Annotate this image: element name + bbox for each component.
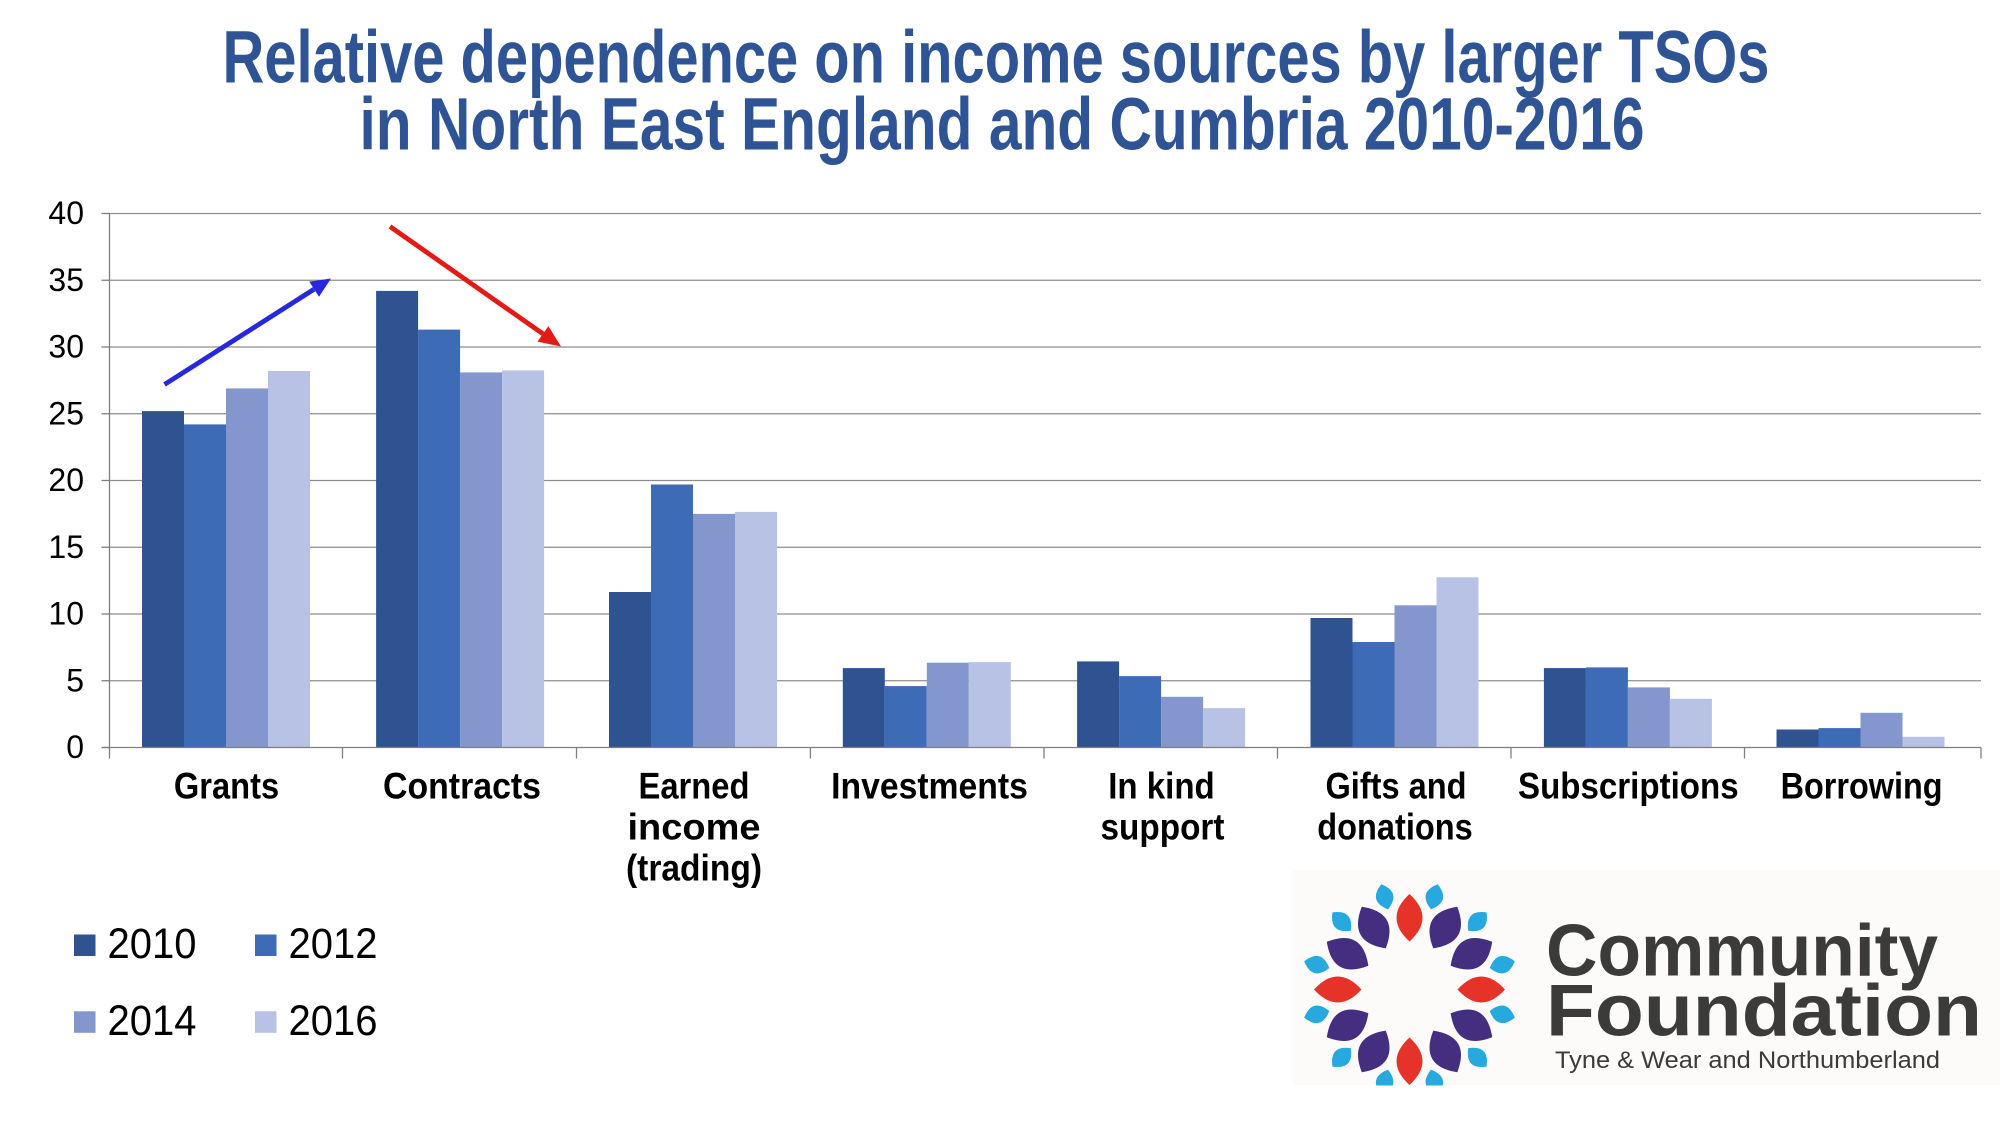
svg-text:donations: donations <box>1317 806 1472 847</box>
svg-text:(trading): (trading) <box>626 847 762 888</box>
svg-text:Community: Community <box>1546 911 1938 992</box>
svg-text:Grants: Grants <box>174 765 279 806</box>
svg-text:Borrowing: Borrowing <box>1781 765 1943 806</box>
svg-text:Investments: Investments <box>831 765 1028 806</box>
svg-text:Tyne & Wear and Northumberland: Tyne & Wear and Northumberland <box>1555 1047 1940 1074</box>
svg-text:Contracts: Contracts <box>383 765 541 806</box>
svg-text:2016: 2016 <box>289 998 378 1045</box>
svg-text:Foundation: Foundation <box>1546 971 1982 1052</box>
svg-text:Subscriptions: Subscriptions <box>1518 765 1739 806</box>
svg-text:Relative dependence on income: Relative dependence on income sources by… <box>223 16 1770 99</box>
svg-text:15: 15 <box>48 529 84 565</box>
svg-text:35: 35 <box>48 262 84 298</box>
svg-text:40: 40 <box>48 195 84 231</box>
svg-text:2012: 2012 <box>289 921 378 968</box>
svg-text:20: 20 <box>48 462 84 498</box>
svg-text:2014: 2014 <box>108 998 197 1045</box>
svg-text:30: 30 <box>48 329 84 365</box>
svg-text:income: income <box>628 806 761 847</box>
svg-text:support: support <box>1101 806 1225 847</box>
svg-text:Gifts and: Gifts and <box>1326 765 1467 806</box>
svg-text:Earned: Earned <box>639 765 750 806</box>
svg-text:in North East England and Cumb: in North East England and Cumbria 2010-2… <box>360 83 1645 166</box>
svg-text:0: 0 <box>66 729 84 765</box>
svg-text:5: 5 <box>66 662 84 698</box>
svg-text:25: 25 <box>48 395 84 431</box>
svg-text:In kind: In kind <box>1108 765 1215 806</box>
svg-text:10: 10 <box>48 596 84 632</box>
svg-text:2010: 2010 <box>108 921 197 968</box>
